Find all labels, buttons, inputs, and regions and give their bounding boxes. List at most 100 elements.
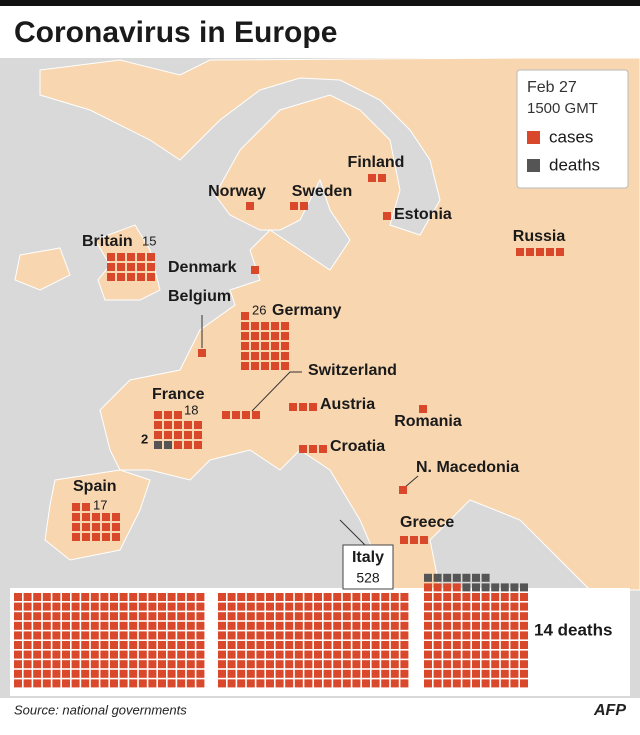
case-square [462,621,471,630]
case-square [218,631,226,640]
case-square [294,641,303,649]
case-square [481,641,490,649]
case-square [520,631,528,640]
case-square [400,641,409,649]
case-square [218,669,226,678]
case-square [119,669,128,678]
case-square [107,253,115,261]
case-count: 18 [184,402,198,417]
case-square [227,660,236,669]
case-square [275,612,284,621]
case-square [52,650,61,659]
case-square [81,602,90,611]
death-square [452,573,461,582]
case-square [256,621,265,630]
case-square [110,669,118,678]
case-square [381,621,390,630]
case-square [520,669,528,678]
case-square [194,431,202,439]
case-square [251,352,259,360]
case-square [119,631,128,640]
case-square [251,322,259,330]
case-square [110,679,118,688]
case-square [443,669,452,678]
case-square [256,660,265,669]
case-square [119,612,128,621]
case-square [472,650,480,659]
case-square [452,660,461,669]
case-square [323,641,332,649]
case-square [314,660,322,669]
case-square [218,612,226,621]
case-square [510,593,519,601]
case-square [100,631,109,640]
case-square [71,660,80,669]
case-square [462,641,471,649]
case-count: 26 [252,302,266,317]
case-square [100,679,109,688]
case-square [62,641,70,649]
case-square [481,612,490,621]
country-label: Finland [348,154,405,171]
case-square [371,669,380,678]
case-square [424,621,432,630]
case-square [251,266,259,274]
death-count: 2 [141,431,148,446]
case-square [294,593,303,601]
case-square [261,342,269,350]
case-square [390,650,399,659]
case-square [246,631,255,640]
case-square [23,641,32,649]
case-square [390,593,399,601]
case-square [520,641,528,649]
case-square [371,593,380,601]
case-square [371,641,380,649]
case-square [23,593,32,601]
case-square [433,641,442,649]
case-square [33,602,42,611]
case-square [546,248,554,256]
case-square [174,421,182,429]
case-square [285,660,294,669]
case-square [500,679,509,688]
top-bar [0,0,640,6]
case-square [167,612,176,621]
mainland [39,57,640,591]
death-square [481,583,490,592]
case-square [90,660,99,669]
case-square [14,621,22,630]
case-square [443,679,452,688]
case-square [184,421,192,429]
case-square [177,679,186,688]
case-square [390,641,399,649]
case-count: 17 [93,497,107,512]
case-square [107,263,115,271]
case-square [342,602,351,611]
case-square [271,322,279,330]
country-label: N. Macedonia [416,459,519,476]
case-square [314,669,322,678]
case-square [266,650,274,659]
case-square [198,349,206,357]
case-square [218,621,226,630]
case-square [110,612,118,621]
case-square [433,612,442,621]
case-square [186,593,195,601]
ireland-land [14,247,71,291]
case-square [510,679,519,688]
case-square [196,602,205,611]
case-square [241,342,249,350]
case-square [148,641,157,649]
case-square [433,669,442,678]
case-square [119,641,128,649]
case-square [314,631,322,640]
case-square [472,641,480,649]
case-square [112,533,120,541]
case-square [23,650,32,659]
case-square [138,660,147,669]
case-square [443,583,452,592]
case-square [100,621,109,630]
case-square [137,273,145,281]
case-square [381,612,390,621]
case-square [186,650,195,659]
